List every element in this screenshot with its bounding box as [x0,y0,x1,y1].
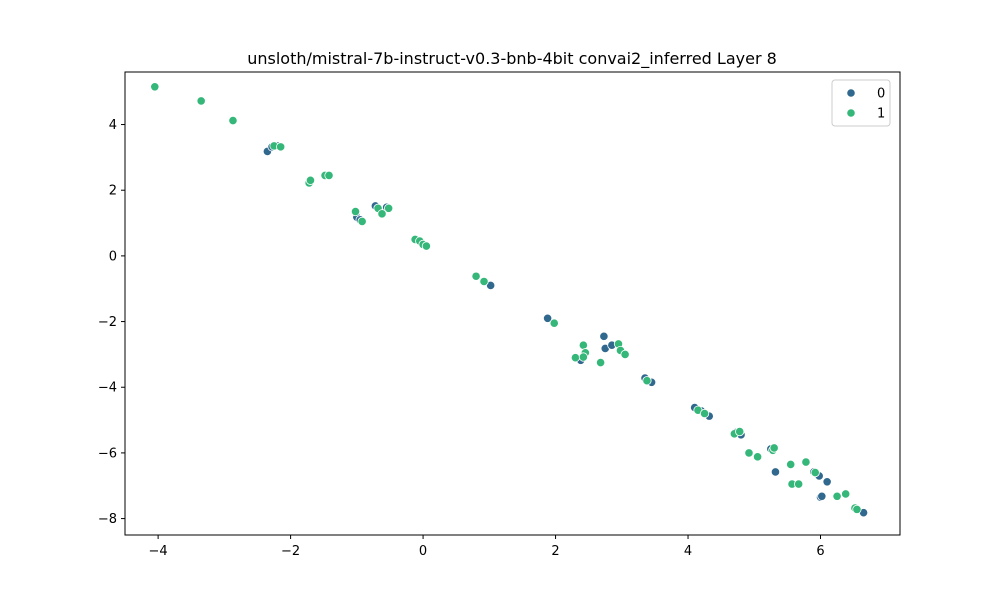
y-tick-label: −2 [98,315,117,330]
data-point-series-1 [794,479,804,489]
data-point-series-1 [350,206,361,217]
data-point-series-1 [570,353,581,363]
data-point-series-1 [810,468,820,478]
data-point-series-1 [852,504,862,514]
data-point-series-1 [578,340,588,350]
data-point-series-1 [305,175,316,185]
data-point-series-1 [744,448,754,458]
x-tick-label: −4 [149,544,168,559]
chart-title: unsloth/mistral-7b-instruct-v0.3-bnb-4bi… [247,49,777,69]
data-point-series-1 [384,203,394,213]
data-point-series-1 [357,216,367,227]
data-point-series-1 [228,115,238,126]
data-point-series-1 [578,352,588,362]
data-point-series-1 [620,349,630,359]
data-point-series-0 [599,331,609,341]
y-tick-label: −4 [98,381,117,396]
data-point-series-1 [196,96,206,106]
data-point-series-1 [752,452,763,462]
legend-label-1: 1 [877,107,885,122]
data-points [150,82,869,518]
data-point-series-1 [642,376,652,386]
data-point-series-1 [735,426,745,437]
legend-marker-1 [846,108,856,118]
data-point-series-1 [421,241,431,251]
legend-marker-0 [846,88,856,98]
data-point-series-0 [770,467,781,477]
data-point-series-1 [801,457,811,467]
x-tick-label: 2 [551,544,559,559]
data-point-series-1 [841,489,851,499]
data-point-series-0 [822,477,832,487]
data-point-series-1 [549,318,559,328]
y-tick-label: −6 [98,446,117,461]
y-tick-label: 4 [109,118,117,133]
y-tick-label: −8 [98,512,117,527]
data-point-series-1 [377,209,387,219]
data-point-series-0 [817,491,827,501]
x-tick-label: 0 [419,544,427,559]
data-point-series-1 [471,271,481,281]
data-point-series-1 [479,276,489,287]
data-point-series-0 [486,280,496,291]
y-tick-label: 0 [109,249,117,264]
legend: 01 [831,79,891,127]
data-point-series-1 [769,443,779,453]
y-axis-ticks: −8 −6 −4 −2 0 2 4 [98,118,125,527]
data-point-series-1 [786,459,796,470]
plot-frame [124,71,901,536]
data-point-series-1 [699,408,710,419]
data-point-series-1 [832,491,842,501]
legend-box [831,79,891,127]
x-tick-label: 4 [684,544,692,559]
data-point-series-1 [150,82,160,92]
data-point-series-1 [276,142,286,152]
data-point-series-0 [543,313,553,323]
x-axis-ticks: −4 −2 0 2 4 6 [149,535,825,559]
data-point-series-1 [324,170,334,181]
y-tick-label: 2 [109,184,117,199]
x-tick-label: −2 [281,544,300,559]
legend-label-0: 0 [877,87,885,102]
data-point-series-1 [595,358,606,368]
x-tick-label: 6 [816,544,824,559]
